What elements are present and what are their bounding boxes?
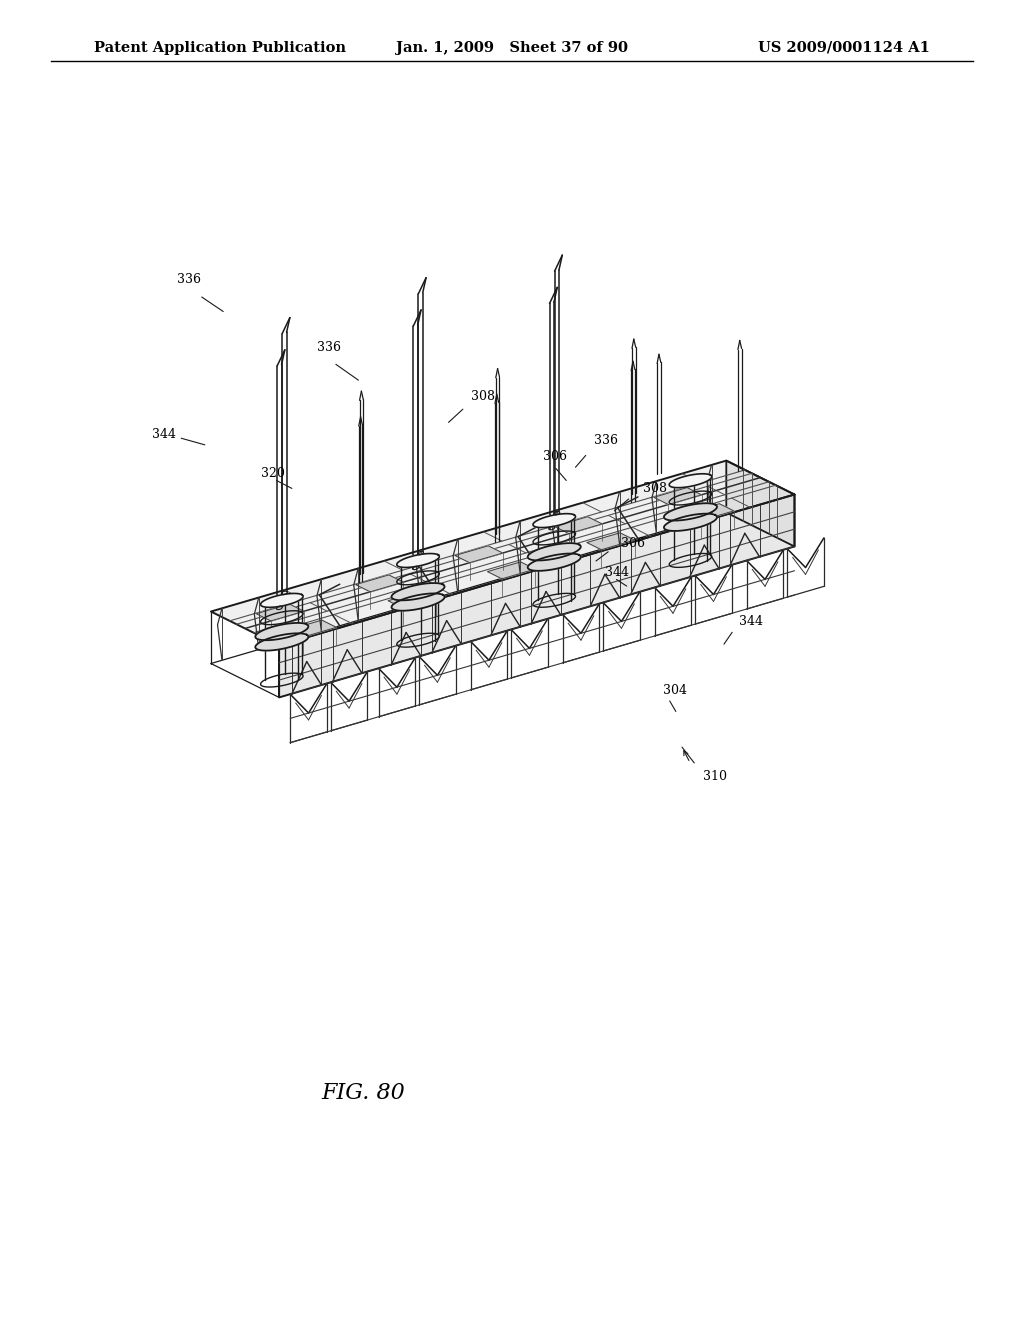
Polygon shape xyxy=(587,533,635,549)
Polygon shape xyxy=(669,474,712,487)
Text: Jan. 1, 2009   Sheet 37 of 90: Jan. 1, 2009 Sheet 37 of 90 xyxy=(396,41,628,54)
Text: 308: 308 xyxy=(471,389,495,403)
Text: 344: 344 xyxy=(152,428,175,441)
Polygon shape xyxy=(256,605,304,620)
Polygon shape xyxy=(664,513,717,531)
Polygon shape xyxy=(388,591,436,609)
Polygon shape xyxy=(455,546,503,562)
Polygon shape xyxy=(280,495,795,697)
Text: 304: 304 xyxy=(663,684,686,697)
Polygon shape xyxy=(255,623,308,640)
Text: 306: 306 xyxy=(621,537,644,550)
Text: 336: 336 xyxy=(317,341,341,354)
Text: Patent Application Publication: Patent Application Publication xyxy=(94,41,346,54)
Polygon shape xyxy=(726,461,795,546)
Text: 306: 306 xyxy=(543,450,566,463)
Polygon shape xyxy=(664,503,717,520)
Polygon shape xyxy=(260,594,303,607)
Text: US 2009/0001124 A1: US 2009/0001124 A1 xyxy=(758,41,930,54)
Polygon shape xyxy=(527,543,581,561)
Polygon shape xyxy=(355,576,403,591)
Text: FIG. 80: FIG. 80 xyxy=(322,1082,406,1104)
Polygon shape xyxy=(654,487,701,504)
Text: 336: 336 xyxy=(177,273,201,286)
Polygon shape xyxy=(211,461,795,645)
Polygon shape xyxy=(527,553,581,570)
Polygon shape xyxy=(391,594,444,611)
Text: 344: 344 xyxy=(739,615,763,628)
Polygon shape xyxy=(532,513,575,528)
Text: 308: 308 xyxy=(643,482,667,495)
Polygon shape xyxy=(686,504,734,520)
Polygon shape xyxy=(396,553,439,568)
Polygon shape xyxy=(487,562,536,578)
Polygon shape xyxy=(255,634,308,651)
Text: 320: 320 xyxy=(261,467,285,480)
Polygon shape xyxy=(289,620,336,638)
Text: 310: 310 xyxy=(703,770,727,783)
Text: 336: 336 xyxy=(594,434,617,447)
Polygon shape xyxy=(391,583,444,601)
Polygon shape xyxy=(554,516,602,533)
Text: 344: 344 xyxy=(605,566,629,579)
